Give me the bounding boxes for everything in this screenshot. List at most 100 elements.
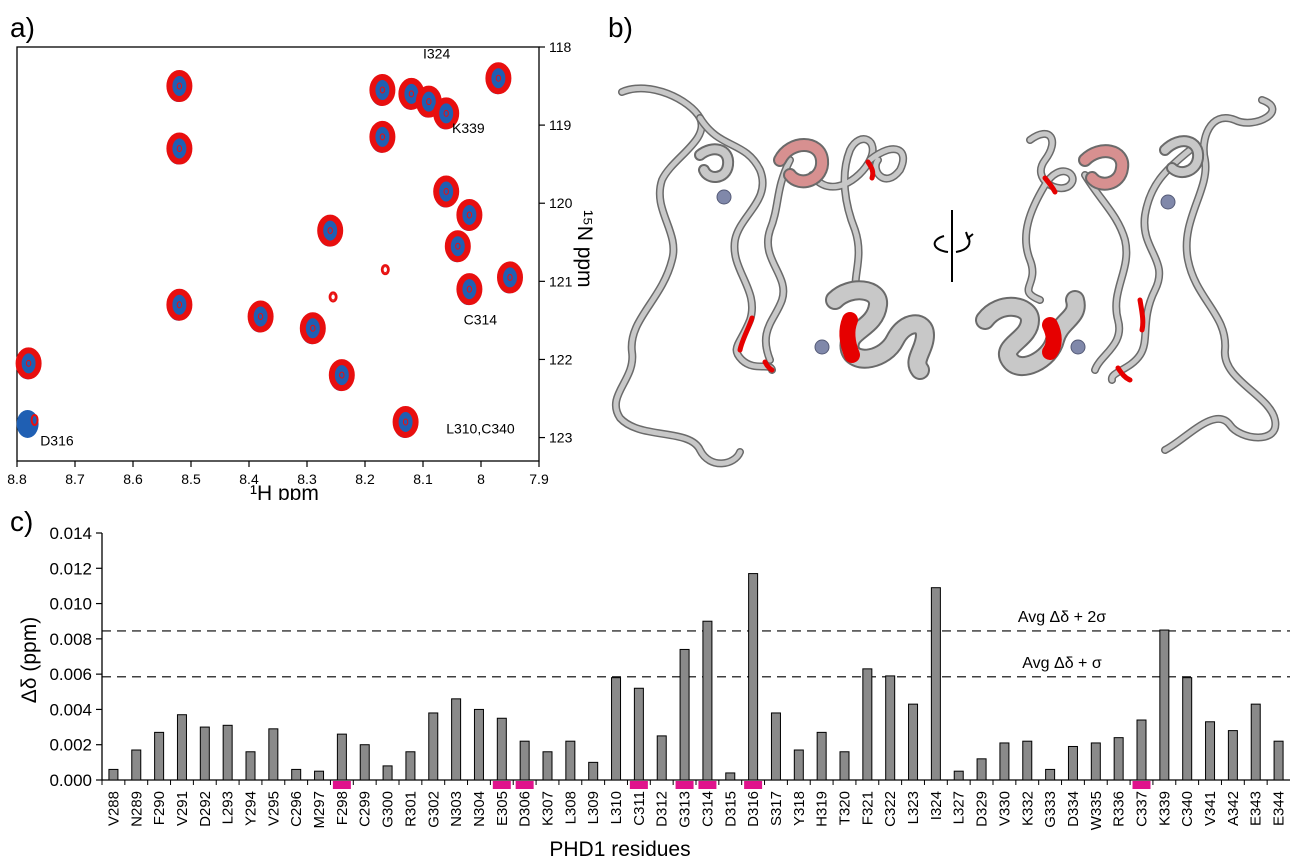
bar-x-tick-label: W335 (1088, 791, 1105, 830)
nmr-y-tick-label: 118 (549, 39, 572, 55)
nmr-peak-center (426, 98, 432, 106)
structure-right-view (975, 96, 1280, 454)
bar (953, 770, 964, 781)
nmr-peak-bound (299, 312, 326, 345)
nmr-y-tick-label: 121 (549, 273, 573, 289)
bar (1090, 742, 1101, 781)
nmr-peak-center (25, 359, 32, 367)
bar (154, 731, 165, 781)
residue-marker (492, 781, 511, 789)
bar-series (108, 573, 1284, 781)
nmr-peak-center (379, 86, 386, 94)
bar-x-tick-label: V295 (265, 791, 282, 826)
bar (748, 573, 759, 781)
helix-ribbon (1161, 137, 1203, 177)
highlight-segment (737, 315, 755, 353)
nmr-peak-bound (30, 413, 39, 426)
ribbon-loop (1109, 147, 1193, 383)
nmr-x-tick-label: 8.7 (65, 471, 85, 487)
bar (565, 740, 576, 781)
bar (359, 744, 370, 781)
nmr-peak-bound (380, 264, 390, 276)
bar-x-tick-label: D306 (517, 791, 534, 827)
nmr-peak-bound (456, 198, 483, 231)
nmr-peak-center (402, 418, 409, 426)
bar (725, 772, 736, 781)
bar-chart-axes (101, 533, 1290, 781)
bar (999, 742, 1010, 781)
ribbon-loop (1162, 97, 1278, 453)
bar-x-tick-label: C299 (357, 791, 374, 827)
bar-x-tick-label: R336 (1111, 791, 1128, 827)
nmr-peak-bound (433, 97, 460, 130)
nmr-x-tick-label: 8.8 (7, 471, 27, 487)
bar (405, 751, 416, 781)
bar-x-tick-labels: V288 N289 F290 V291 D292 L293 Y294 V295 C296 M297… (101, 780, 1288, 830)
helix-ribbon (775, 140, 827, 187)
bar (542, 751, 553, 781)
zinc-ion (1160, 194, 1176, 210)
bar-y-tick-label: 0.012 (49, 559, 92, 578)
panel-b-label: b) (608, 12, 633, 43)
bar-x-tick-label: C314 (699, 791, 716, 827)
nmr-peak-center (382, 266, 388, 274)
bar (702, 620, 713, 781)
bar-x-tick-label: D329 (974, 791, 991, 827)
nmr-x-tick-label: 8 (477, 471, 485, 487)
nmr-peak-center (495, 74, 502, 82)
ribbon-loop (1082, 172, 1129, 373)
nmr-peak-bound (392, 405, 419, 438)
bar-y-tick-label: 0.008 (49, 630, 92, 649)
bar-x-tick-label: D316 (745, 791, 762, 827)
threshold-label: Avg Δδ + 2σ (1018, 609, 1106, 626)
nmr-peak-label: I324 (423, 46, 450, 62)
bar-y-tick-label: 0.002 (49, 736, 92, 755)
highlight-segment (1042, 317, 1062, 360)
bar (1113, 737, 1124, 781)
bar (611, 677, 622, 781)
bar (176, 714, 187, 781)
bar (428, 712, 439, 781)
threshold-label: Avg Δδ + σ (1022, 655, 1102, 672)
highlight-segment (865, 159, 876, 181)
bar (1045, 768, 1056, 781)
nmr-x-tick-label: 8.5 (181, 471, 201, 487)
nmr-y-tick-label: 123 (549, 430, 573, 446)
bar-x-tick-label: L310 (608, 791, 625, 824)
nmr-peak-labels: I324 K339 C314 D316 L310,C340 (40, 46, 515, 449)
bar-x-tick-label: V341 (1202, 791, 1219, 826)
bar-y-tick-label: 0.006 (49, 665, 92, 684)
bar (885, 675, 896, 781)
nmr-x-tick-label: 8.3 (297, 471, 317, 487)
zinc-ion (1070, 339, 1086, 355)
bar-x-tick-label: A342 (1225, 791, 1242, 826)
bar-x-tick-label: C340 (1179, 791, 1196, 827)
bar-x-tick-label: D334 (1065, 791, 1082, 827)
nmr-peak-center (330, 293, 336, 301)
bar (1182, 677, 1193, 781)
bar-x-tick-label: N304 (471, 791, 488, 827)
protein-structure (611, 84, 1280, 468)
bar-x-tick-label: G300 (380, 791, 397, 828)
nmr-peak-bound (328, 291, 338, 303)
bar-x-tick-label: L309 (585, 791, 602, 824)
bar-x-tick-label: C322 (882, 791, 899, 827)
bar-x-tick-label: D312 (654, 791, 671, 827)
nmr-peak-center (327, 227, 333, 235)
bar (908, 703, 919, 781)
bar (793, 749, 804, 781)
bar (1136, 719, 1147, 781)
bar (519, 740, 530, 781)
nmr-frame (16, 46, 540, 462)
nmr-peak-bound (317, 214, 344, 247)
bar-y-tick-label: 0.014 (49, 524, 92, 543)
nmr-peak-center (443, 109, 449, 117)
ribbon-loop (809, 136, 876, 298)
bar (656, 735, 667, 781)
bar-y-tick-labels: 0.000 0.002 0.004 0.006 0.008 0.010 0.012 0.014 (49, 524, 102, 790)
bar (930, 587, 941, 781)
bar-x-tick-label: L327 (951, 791, 968, 824)
bar (473, 708, 484, 781)
panel-c-label: c) (10, 506, 34, 537)
